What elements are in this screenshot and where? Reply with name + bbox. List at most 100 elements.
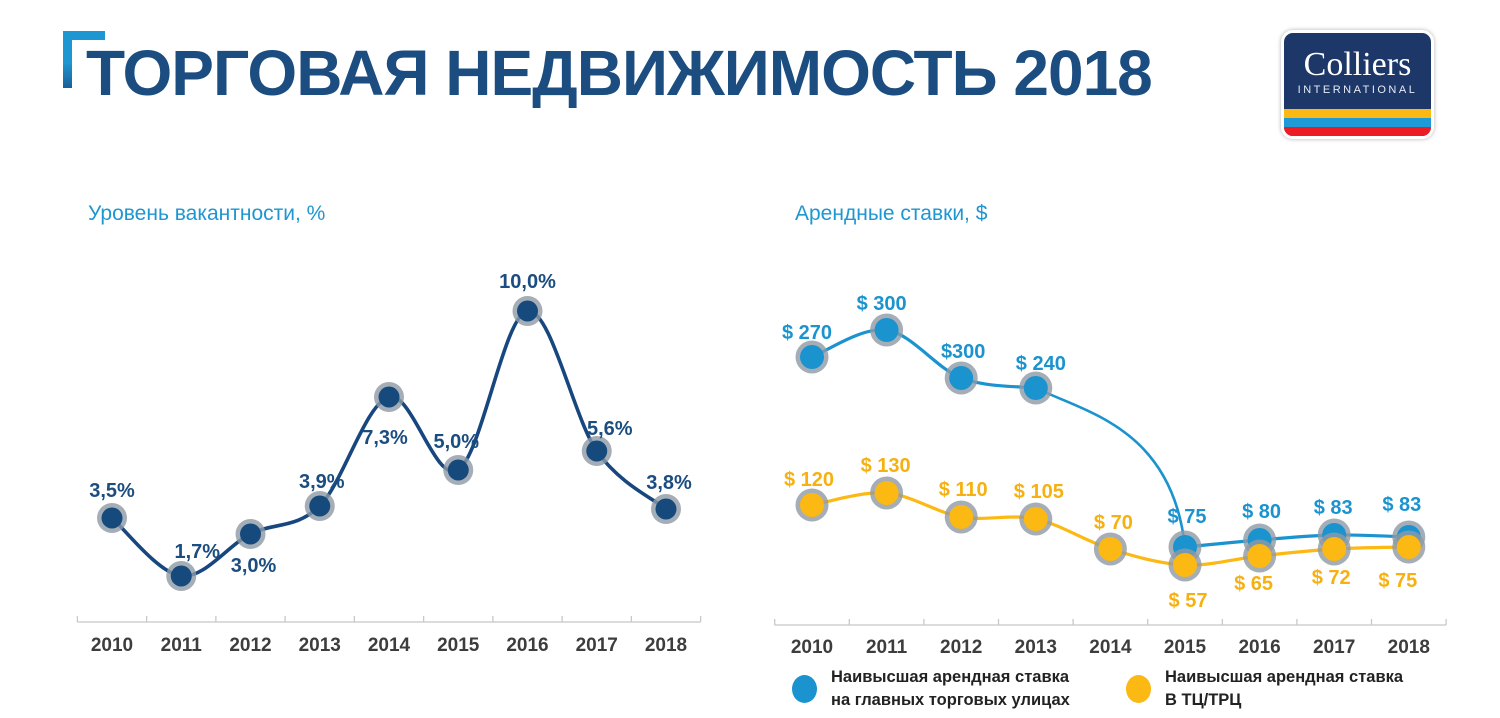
legend-line: Наивысшая арендная ставка bbox=[1165, 668, 1404, 686]
data-label: 5,6% bbox=[587, 418, 633, 440]
data-label: $ 75 bbox=[1378, 570, 1417, 592]
x-tick-label: 2010 bbox=[791, 637, 833, 658]
corner-bracket-horizontal bbox=[63, 31, 105, 40]
data-point-marker bbox=[170, 565, 192, 587]
data-label: $ 105 bbox=[1014, 481, 1064, 503]
data-point-marker bbox=[949, 505, 974, 529]
legend-dot-blue bbox=[792, 675, 817, 703]
x-tick-label: 2014 bbox=[1089, 637, 1132, 658]
x-tick-label: 2012 bbox=[940, 637, 982, 658]
logo-stripe-blue bbox=[1284, 118, 1431, 127]
series-0: 3,5% 1,7% 3,0% 3,9% 7,3% 5,0% 10,0% 5,6% 3,8% bbox=[89, 271, 692, 591]
data-label: $300 bbox=[941, 341, 986, 363]
x-tick-label: 2011 bbox=[161, 635, 203, 656]
data-point-marker bbox=[1023, 376, 1048, 400]
x-tick-label: 2013 bbox=[1015, 637, 1057, 658]
data-label: $ 240 bbox=[1016, 353, 1066, 375]
data-label: $ 83 bbox=[1314, 497, 1353, 519]
logo-text-block: Colliers INTERNATIONAL bbox=[1284, 33, 1431, 109]
data-point-marker bbox=[240, 523, 261, 545]
data-point-marker bbox=[517, 300, 538, 322]
data-point-marker bbox=[1023, 507, 1048, 531]
chart-0: 2010 2011 2012 2013 2014 2015 2016 2017 2018 3,5%… bbox=[76, 271, 702, 656]
legend-line: на главных торговых улицах bbox=[831, 691, 1070, 709]
logo-subtitle: INTERNATIONAL bbox=[1297, 83, 1418, 96]
data-label: $ 80 bbox=[1242, 501, 1281, 523]
legend-line: Наивысшая арендная ставка bbox=[831, 668, 1070, 686]
series-line bbox=[1183, 533, 1411, 549]
x-tick-label: 2011 bbox=[866, 637, 908, 658]
data-label: 3,0% bbox=[231, 555, 277, 577]
page-title: ТОРГОВАЯ НЕДВИЖИМОСТЬ 2018 bbox=[86, 37, 1153, 109]
data-label: 10,0% bbox=[499, 271, 556, 293]
logo-wordmark: Colliers bbox=[1303, 45, 1412, 83]
data-label: 1,7% bbox=[174, 541, 220, 563]
series-1: $ 120 $ 130 $ 110 $ 105 $ 70 $ 57 $ 65 $ 72 $ 75 bbox=[784, 455, 1426, 612]
x-tick-label: 2010 bbox=[91, 635, 133, 656]
x-tick-label: 2013 bbox=[299, 635, 341, 656]
x-tick-label: 2017 bbox=[576, 635, 618, 656]
logo-stripe-red bbox=[1284, 127, 1431, 136]
x-tick-label: 2018 bbox=[645, 635, 687, 656]
x-tick-label: 2016 bbox=[506, 635, 548, 656]
legend-label-high-street: Наивысшая арендная ставка на главных тор… bbox=[831, 666, 1070, 712]
legend-dot-yellow bbox=[1126, 675, 1151, 703]
logo-stripe-yellow bbox=[1284, 109, 1431, 118]
data-point-marker bbox=[874, 318, 899, 342]
data-label: $ 300 bbox=[857, 293, 907, 315]
x-tick-label: 2017 bbox=[1313, 637, 1355, 658]
legend-line: В ТЦ/ТРЦ bbox=[1165, 691, 1242, 709]
data-label: 3,5% bbox=[89, 480, 135, 502]
legend-label-shopping-center: Наивысшая арендная ставка В ТЦ/ТРЦ bbox=[1165, 666, 1403, 712]
x-tick-label: 2014 bbox=[368, 635, 411, 656]
data-label: $ 130 bbox=[861, 455, 911, 477]
x-tick-label: 2015 bbox=[1164, 637, 1207, 658]
data-label: 3,8% bbox=[646, 472, 692, 494]
data-label: $ 83 bbox=[1382, 494, 1421, 516]
data-point-marker bbox=[586, 440, 608, 462]
data-label: $ 70 bbox=[1094, 512, 1133, 534]
series-line bbox=[110, 309, 668, 578]
data-label: 5,0% bbox=[433, 431, 479, 453]
data-point-marker bbox=[1173, 553, 1197, 577]
data-point-marker bbox=[655, 498, 677, 520]
data-point-marker bbox=[309, 495, 331, 517]
x-axis: 2010 2011 2012 2013 2014 2015 2016 2017 2018 bbox=[76, 616, 702, 656]
legend-item-high-street: Наивысшая арендная ставка на главных тор… bbox=[792, 666, 1070, 712]
data-label: $ 75 bbox=[1168, 506, 1207, 528]
x-tick-label: 2015 bbox=[437, 635, 480, 656]
data-label: 7,3% bbox=[362, 427, 408, 449]
x-tick-label: 2012 bbox=[229, 635, 271, 656]
legend-item-shopping-center: Наивысшая арендная ставка В ТЦ/ТРЦ bbox=[1126, 666, 1403, 712]
series-line-bridge bbox=[1035, 386, 1187, 548]
data-point-marker bbox=[800, 493, 824, 517]
data-point-marker bbox=[1322, 537, 1347, 561]
data-point-marker bbox=[447, 459, 469, 481]
data-label: $ 57 bbox=[1169, 590, 1208, 612]
data-point-marker bbox=[949, 366, 974, 390]
x-axis: 2010 2011 2012 2013 2014 2015 2016 2017 2018 bbox=[774, 619, 1447, 658]
rental-chart-title: Арендные ставки, $ bbox=[795, 202, 988, 225]
x-tick-label: 2016 bbox=[1238, 637, 1280, 658]
data-point-marker bbox=[1247, 544, 1272, 568]
vacancy-chart-title: Уровень вакантности, % bbox=[88, 202, 326, 225]
x-tick-label: 2018 bbox=[1388, 637, 1430, 658]
data-point-marker bbox=[1396, 535, 1421, 559]
series-line bbox=[810, 328, 1038, 390]
chart-1: 2010 2011 2012 2013 2014 2015 2016 2017 2018 $ 27… bbox=[774, 293, 1447, 658]
data-label: $ 110 bbox=[939, 479, 988, 501]
data-label: $ 270 bbox=[782, 322, 832, 344]
data-point-marker bbox=[378, 386, 400, 408]
data-point-marker bbox=[1098, 537, 1123, 561]
data-point-marker bbox=[101, 507, 123, 529]
data-label: $ 72 bbox=[1312, 567, 1351, 589]
data-point-marker bbox=[800, 345, 824, 369]
data-label: $ 65 bbox=[1234, 573, 1273, 595]
corner-bracket-decoration bbox=[63, 31, 105, 88]
data-label: $ 120 bbox=[784, 469, 834, 491]
data-point-marker bbox=[874, 481, 899, 505]
corner-bracket-vertical bbox=[63, 31, 72, 88]
colliers-logo: Colliers INTERNATIONAL bbox=[1281, 30, 1434, 139]
